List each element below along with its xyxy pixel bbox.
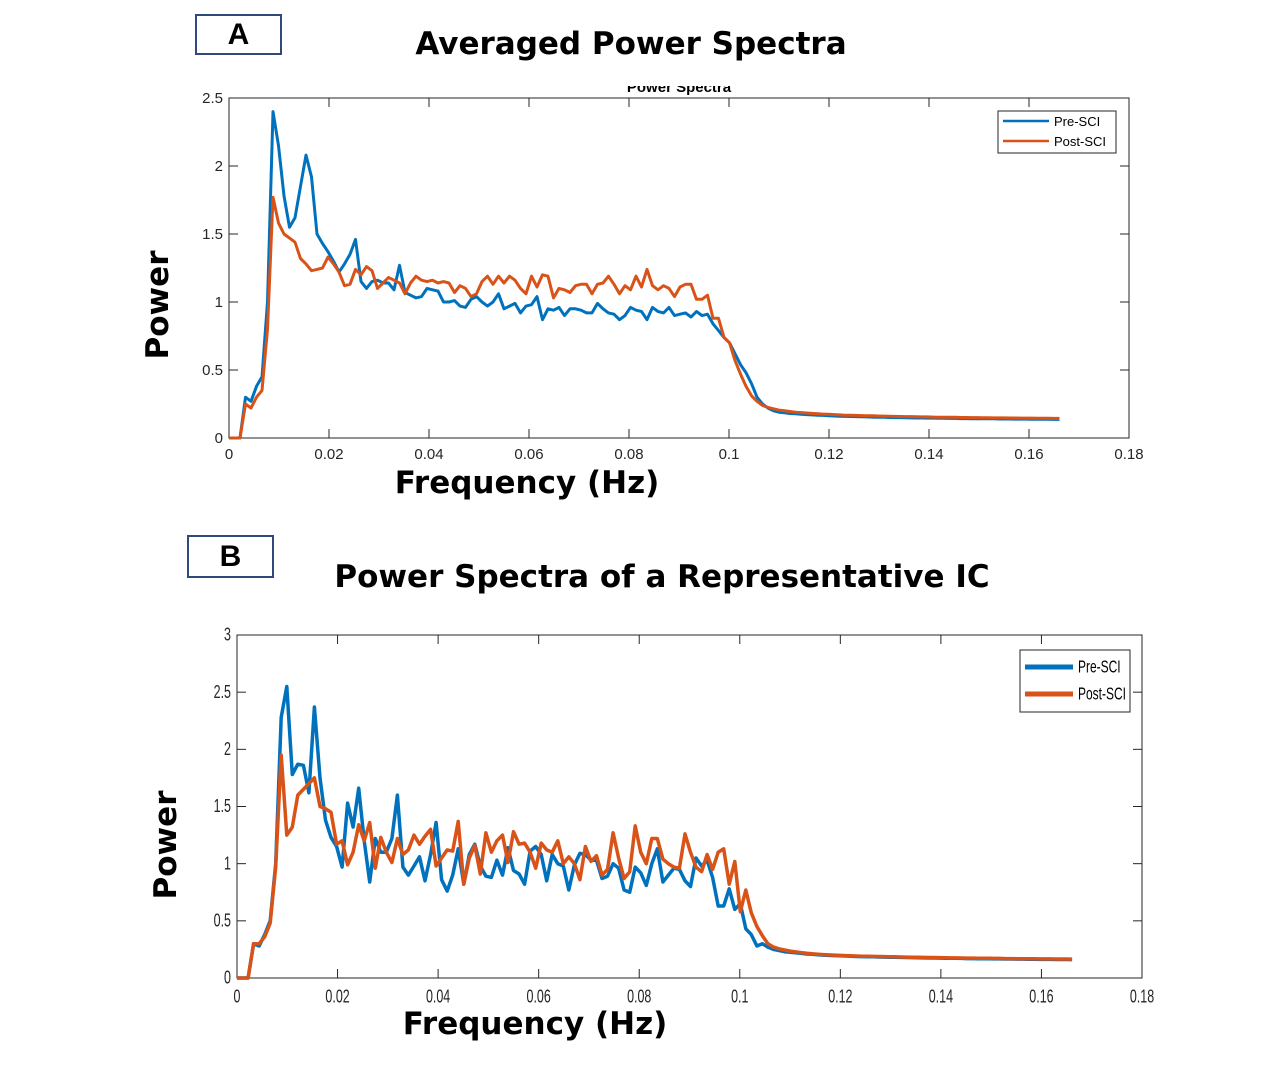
x-tick-label: 0.16 bbox=[1029, 987, 1053, 1007]
plot-area bbox=[236, 634, 1143, 979]
y-tick-label: 3 bbox=[224, 626, 231, 646]
x-tick-label: 0.08 bbox=[627, 987, 651, 1007]
x-tick-label: 0.14 bbox=[929, 987, 953, 1007]
y-tick-label: 1.5 bbox=[202, 226, 223, 243]
y-tick-label: 2.5 bbox=[214, 683, 232, 703]
panel-label-b: B bbox=[187, 535, 274, 578]
x-tick-label: 0.06 bbox=[514, 446, 543, 463]
x-tick-label: 0.18 bbox=[1130, 987, 1154, 1007]
y-tick-label: 0.5 bbox=[214, 911, 232, 931]
panel-label-a: A bbox=[195, 14, 282, 55]
x-axis-label-b: Frequency (Hz) bbox=[402, 1006, 668, 1042]
y-tick-label: 1 bbox=[224, 854, 231, 874]
x-tick-label: 0.12 bbox=[814, 446, 843, 463]
x-tick-label: 0.14 bbox=[914, 446, 943, 463]
chart-title-a: Averaged Power Spectra bbox=[415, 26, 847, 62]
series-line-post-sci bbox=[237, 753, 1073, 980]
x-tick-label: 0.08 bbox=[614, 446, 643, 463]
chart-title-b: Power Spectra of a Representative IC bbox=[334, 559, 990, 595]
y-tick-label: 0 bbox=[215, 430, 223, 447]
y-tick-label: 0 bbox=[224, 969, 231, 989]
y-tick-label: 2 bbox=[224, 740, 231, 760]
y-tick-label: 0.5 bbox=[202, 362, 223, 379]
x-tick-label: 0 bbox=[234, 987, 241, 1007]
legend-label-post-sci: Post-SCI bbox=[1078, 686, 1126, 705]
legend-label-pre-sci: Pre-SCI bbox=[1054, 114, 1100, 129]
legend bbox=[1019, 649, 1131, 713]
x-tick-label: 0.06 bbox=[527, 987, 551, 1007]
x-tick-label: 0.04 bbox=[414, 446, 443, 463]
legend-label-pre-sci: Pre-SCI bbox=[1078, 659, 1121, 678]
x-tick-label: 0.12 bbox=[828, 987, 852, 1007]
legend bbox=[997, 110, 1117, 154]
x-tick-label: 0.16 bbox=[1014, 446, 1043, 463]
legend-label-post-sci: Post-SCI bbox=[1054, 134, 1106, 149]
x-tick-label: 0.02 bbox=[325, 987, 349, 1007]
x-axis-label-a: Frequency (Hz) bbox=[394, 465, 660, 501]
axes-b: 0 0.02 0.04 0.06 0.08 0.1 0.12 0.14 0.16 0.18 0 0.5… bbox=[214, 626, 1155, 1008]
x-tick-label: 0 bbox=[225, 446, 233, 463]
series-line-post-sci bbox=[229, 195, 1060, 440]
x-tick-label: 0.04 bbox=[426, 987, 450, 1007]
x-tick-label: 0.02 bbox=[314, 446, 343, 463]
x-tick-label: 0.18 bbox=[1114, 446, 1143, 463]
axes-a: 0 0.02 0.04 0.06 0.08 0.1 0.12 0.14 0.16 0.18 0 0.5… bbox=[202, 90, 1143, 463]
plot-area bbox=[228, 97, 1130, 439]
y-tick-label: 2.5 bbox=[202, 90, 223, 107]
y-tick-label: 1.5 bbox=[214, 797, 232, 817]
x-tick-label: 0.1 bbox=[731, 987, 748, 1007]
y-tick-label: 2 bbox=[215, 158, 223, 175]
inner-title-a: Power Spectra bbox=[627, 79, 732, 96]
y-tick-label: 1 bbox=[215, 294, 223, 311]
x-tick-label: 0.1 bbox=[719, 446, 740, 463]
